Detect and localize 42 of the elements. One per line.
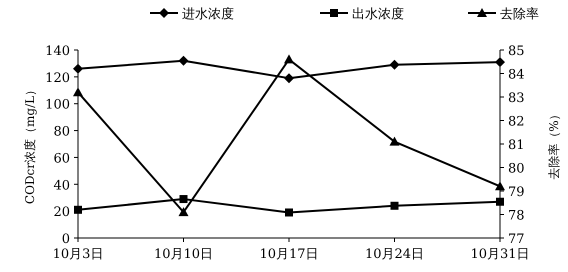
point [390, 60, 400, 70]
y2-tick-label: 78 [508, 208, 525, 224]
legend-label: 进水浓度 [182, 6, 234, 22]
point [495, 57, 505, 68]
y-tick-label: 20 [53, 205, 70, 220]
y2-tick-label: 79 [508, 185, 525, 200]
y2-tick-label: 84 [508, 68, 525, 82]
point [284, 54, 294, 64]
point [180, 195, 188, 204]
point [74, 206, 82, 214]
point [390, 202, 398, 210]
x-tick-label: 10月17日 [259, 247, 319, 262]
x-tick-label: 10月24日 [364, 247, 424, 262]
point [73, 87, 83, 96]
point [496, 198, 504, 206]
x-tick-label: 10月31日 [470, 247, 530, 262]
y2-tick-label: 77 [508, 232, 525, 247]
y-tick-label: 120 [45, 70, 70, 86]
point [73, 64, 83, 74]
legend-label: 出水浓度 [352, 6, 404, 22]
y2-tick-label: 80 [508, 162, 525, 176]
y2-tick-label: 83 [508, 91, 525, 106]
legend-label: 去除率 [500, 6, 539, 22]
y-tick-label: 140 [45, 44, 70, 59]
y-tick-label: 100 [45, 98, 70, 113]
y2-tick-label: 82 [508, 114, 525, 130]
point [178, 207, 188, 216]
x-tick-label: 10月3日 [52, 247, 104, 262]
y2-tick-label: 85 [508, 44, 525, 59]
y-tick-label: 60 [53, 151, 70, 166]
point [495, 181, 505, 190]
y2-tick-label: 81 [508, 138, 525, 153]
y-tick-label: 40 [53, 178, 70, 194]
x-tick-label: 10月10日 [154, 247, 214, 262]
point [178, 56, 188, 66]
y-axis-title: CODcr浓度（mg/L） [23, 84, 37, 204]
point [390, 136, 400, 146]
y2-axis-title: 去除率（%） [547, 108, 561, 180]
point [285, 208, 293, 216]
y-tick-label: 0 [62, 232, 70, 247]
point [284, 73, 294, 84]
y-tick-label: 80 [53, 124, 70, 140]
